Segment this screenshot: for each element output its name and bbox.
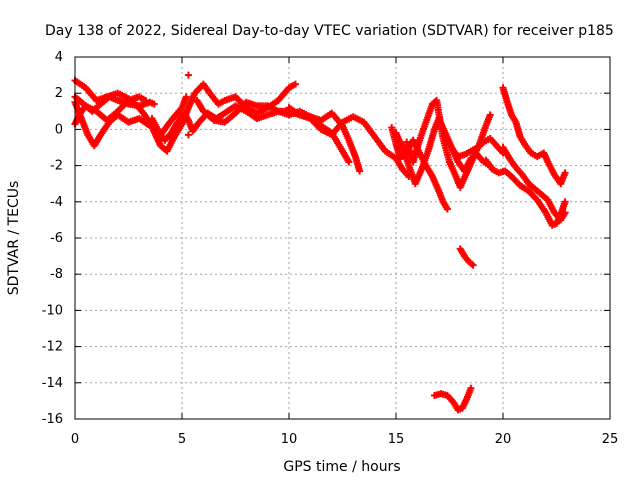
x-tick-label: 15 — [388, 432, 405, 447]
data-point — [184, 131, 192, 139]
y-tick-label: -16 — [42, 412, 63, 427]
y-tick-label: -2 — [50, 159, 63, 174]
data-point — [443, 205, 451, 213]
y-tick-label: -6 — [50, 231, 63, 246]
grid — [75, 57, 610, 419]
y-tick-label: -14 — [42, 376, 63, 391]
y-tick-label: -4 — [50, 195, 63, 210]
data-point — [467, 384, 475, 392]
x-tick-label: 20 — [495, 432, 512, 447]
y-tick-label: 0 — [55, 122, 63, 137]
data-point — [182, 93, 190, 101]
y-tick-label: -8 — [50, 267, 63, 282]
x-tick-label: 25 — [602, 432, 619, 447]
data-point — [142, 96, 150, 104]
data-point — [469, 261, 477, 269]
data-point — [150, 100, 158, 108]
chart-title: Day 138 of 2022, Sidereal Day-to-day VTE… — [45, 23, 614, 39]
data-point — [561, 198, 569, 206]
x-tick-label: 0 — [71, 432, 79, 447]
data-point — [291, 80, 299, 88]
data-point — [345, 158, 353, 166]
x-tick-labels: 0 5 10 15 20 25 — [71, 432, 618, 447]
data-point — [486, 111, 494, 119]
y-tick-label: -10 — [42, 303, 63, 318]
axis-ticks — [74, 56, 611, 420]
x-axis-label: GPS time / hours — [283, 459, 400, 475]
x-tick-label: 5 — [178, 432, 186, 447]
x-tick-label: 10 — [281, 432, 298, 447]
data-points — [71, 71, 569, 414]
data-point — [561, 169, 569, 177]
data-point — [356, 167, 364, 175]
y-tick-label: 4 — [55, 50, 63, 65]
data-point — [184, 71, 192, 79]
y-tick-label: -12 — [42, 340, 63, 355]
data-point — [561, 209, 569, 217]
y-tick-labels: 4 2 0 -2 -4 -6 -8 -10 -12 -14 -16 — [42, 50, 63, 427]
y-tick-label: 2 — [55, 86, 63, 101]
y-axis-label: SDTVAR / TECUs — [6, 181, 22, 296]
